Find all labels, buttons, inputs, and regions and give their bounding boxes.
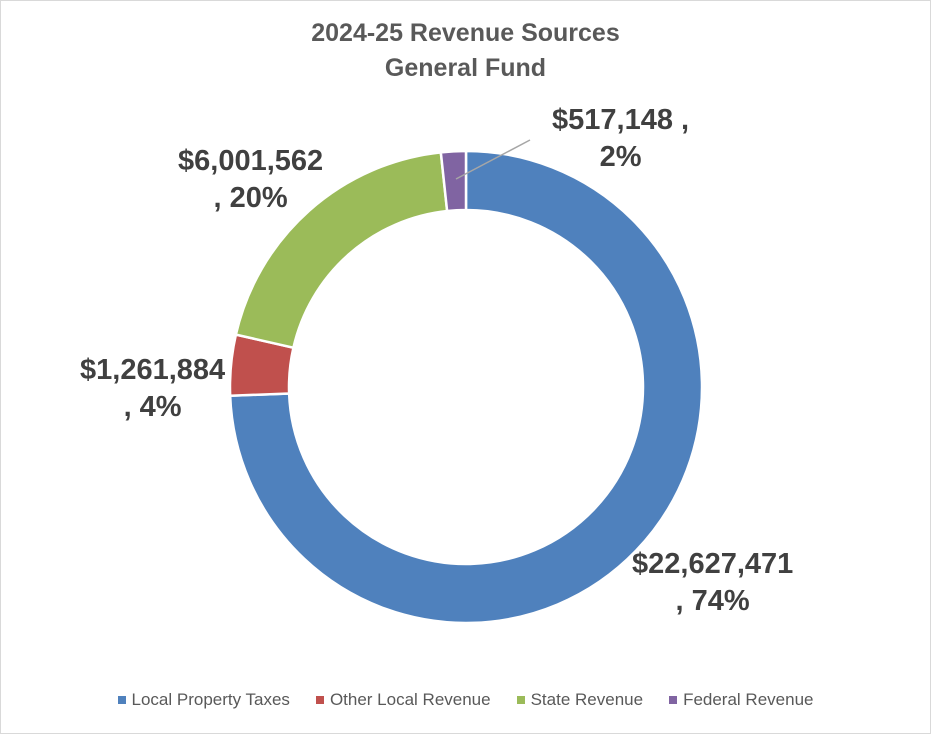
data-label-value: $6,001,562 (178, 145, 324, 177)
legend-item-other-local-revenue: Other Local Revenue (315, 690, 491, 710)
legend-label: Other Local Revenue (329, 690, 491, 709)
slice-local-property-taxes (228, 149, 704, 625)
legend-label: Federal Revenue (683, 690, 814, 709)
legend-swatch (516, 696, 525, 704)
data-label-value: $22,627,471 (632, 548, 794, 580)
data-label-value: $517,148 , (552, 104, 690, 136)
data-label-percent: , 20% (213, 182, 288, 214)
chart-title: 2024-25 Revenue Sources (311, 19, 620, 47)
chart-legend: Local Property Taxes Other Local Revenue… (0, 690, 931, 710)
legend-item-federal-revenue: Federal Revenue (669, 690, 813, 710)
donut-chart (228, 139, 704, 625)
legend-label: State Revenue (530, 690, 644, 709)
slice-federal-revenue (439, 149, 468, 213)
legend-item-state-revenue: State Revenue (516, 690, 644, 710)
data-label-local-property-taxes: $22,627,471 , 74% (632, 546, 793, 620)
legend-item-local-property-taxes: Local Property Taxes (117, 690, 290, 710)
data-label-federal-revenue: $517,148 , 2% (552, 102, 689, 176)
data-label-percent: 2% (599, 141, 642, 173)
data-label-percent: , 74% (675, 585, 750, 617)
data-label-state-revenue: $6,001,562 , 20% (178, 143, 323, 217)
legend-swatch (315, 696, 324, 704)
data-label-percent: , 4% (123, 391, 182, 423)
legend-swatch (669, 696, 678, 704)
legend-label: Local Property Taxes (131, 690, 290, 709)
legend-swatch (117, 696, 126, 704)
data-label-other-local-revenue: $1,261,884 , 4% (80, 352, 225, 426)
leader-line-federal-revenue (455, 139, 531, 180)
chart-subtitle: General Fund (384, 54, 547, 82)
data-label-value: $1,261,884 (80, 354, 226, 386)
